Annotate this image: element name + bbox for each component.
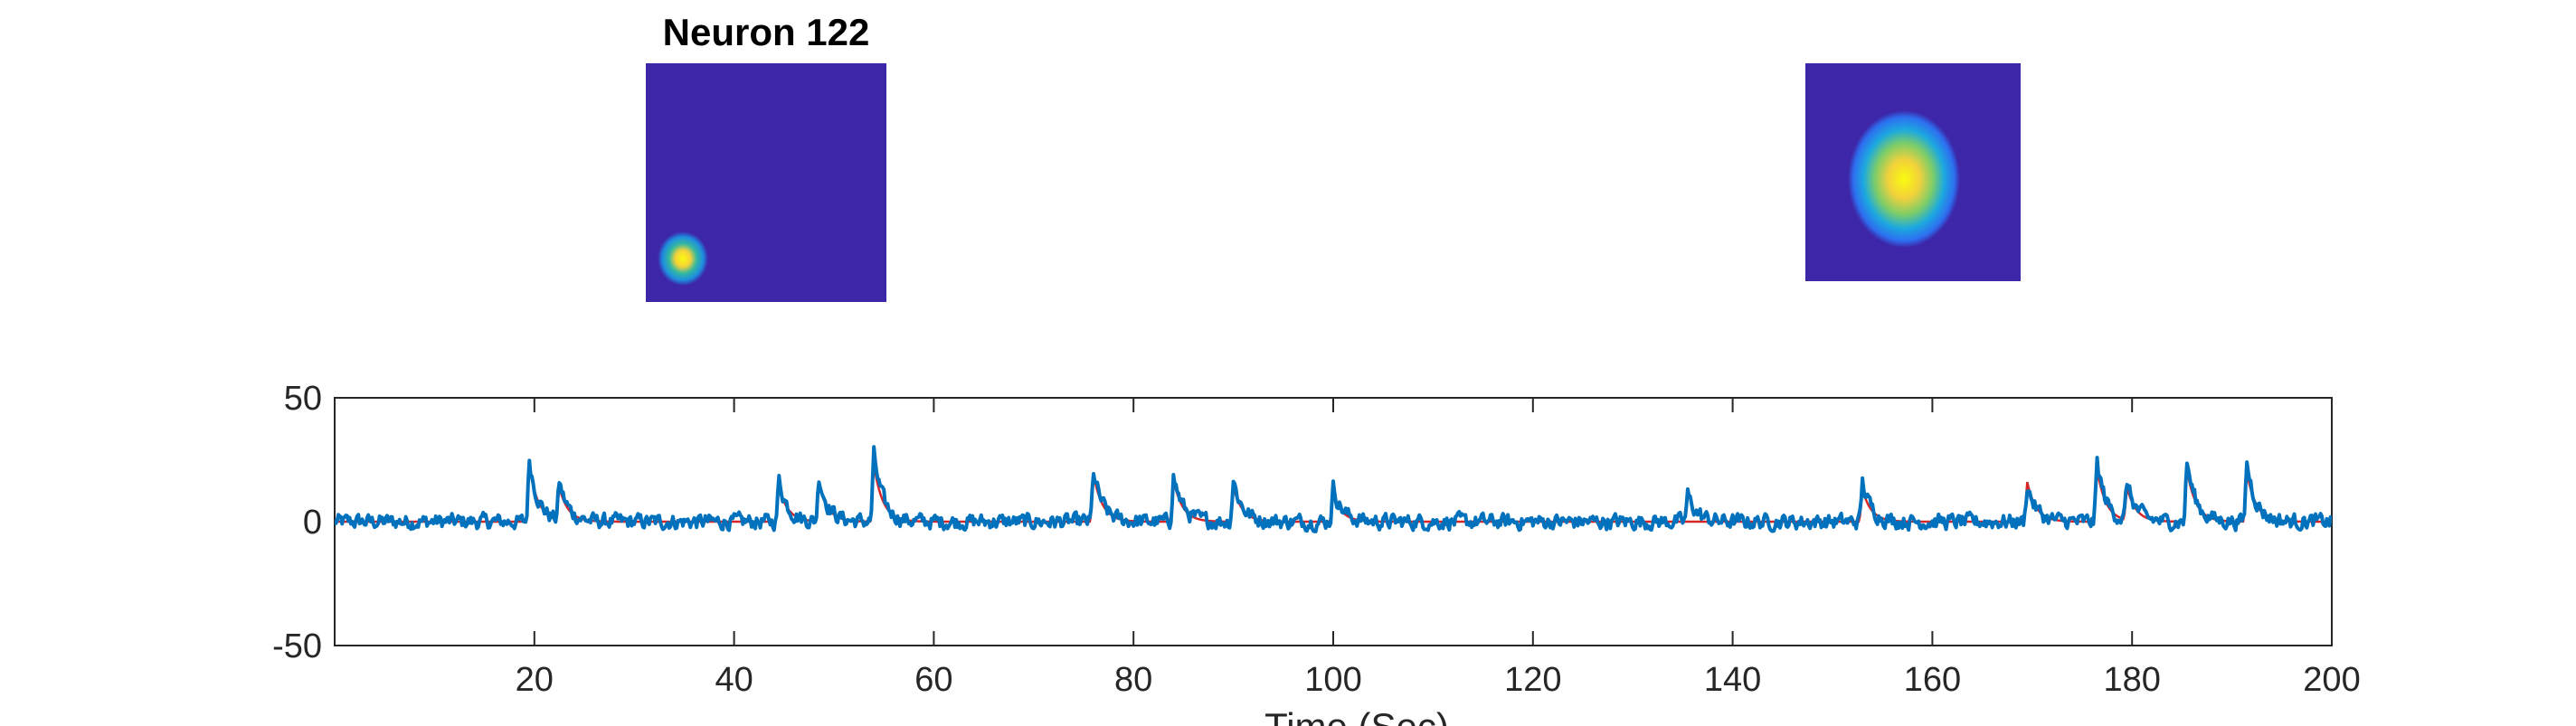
x-tick-label: 20 bbox=[516, 661, 554, 699]
y-tick-label: -50 bbox=[272, 627, 322, 665]
x-tick-label: 80 bbox=[1114, 661, 1152, 699]
x-tick-label: 40 bbox=[715, 661, 753, 699]
x-tick-label: 160 bbox=[1904, 661, 1961, 699]
footprint-blob-large bbox=[1848, 110, 1960, 248]
footprint-blob-small bbox=[658, 231, 708, 286]
x-tick-label: 120 bbox=[1504, 661, 1561, 699]
series-line-raw bbox=[335, 445, 2332, 533]
footprint-image-left bbox=[646, 63, 886, 302]
x-tick-label: 60 bbox=[914, 661, 952, 699]
footprint-image-right bbox=[1805, 63, 2021, 281]
chart-title: Neuron 122 bbox=[663, 11, 870, 53]
axis-tick-labels: 20 40 60 80 100 120 140 160 180 200 -50 0 50 bbox=[272, 380, 2361, 699]
x-tick-label: 180 bbox=[2103, 661, 2160, 699]
y-tick-label: 0 bbox=[303, 504, 322, 542]
y-tick-label: 50 bbox=[284, 380, 322, 418]
x-axis-label: Time (Sec) bbox=[1264, 705, 1449, 726]
x-tick-label: 200 bbox=[2303, 661, 2360, 699]
x-tick-label: 140 bbox=[1704, 661, 1761, 699]
axis-ticks bbox=[335, 397, 2333, 646]
x-tick-label: 100 bbox=[1304, 661, 1361, 699]
